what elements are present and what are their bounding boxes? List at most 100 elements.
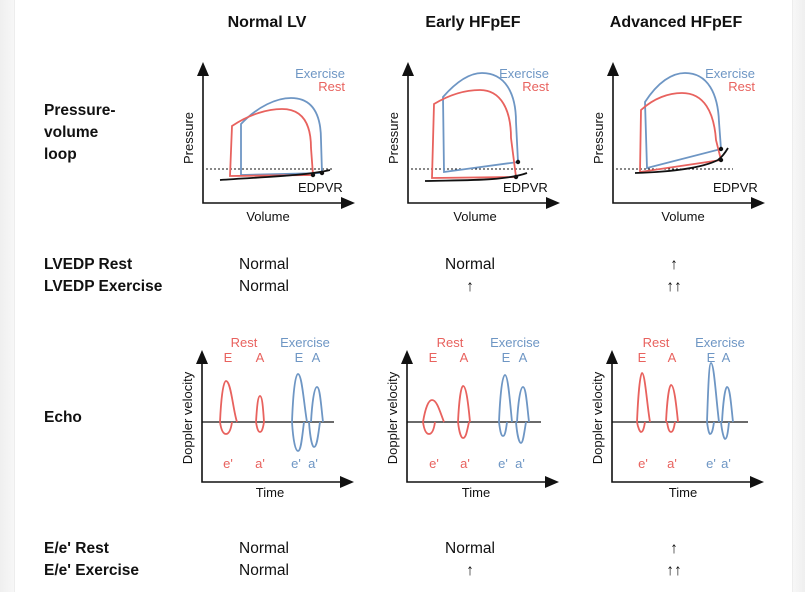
x-axis-arrowhead [546,197,560,209]
x-axis-arrowhead [545,476,559,488]
rest-e-prime-label: e' [223,456,233,471]
y-axis-label: Doppler velocity [180,371,195,464]
rest-a-prime-wave [666,421,676,433]
legend-rest: Rest [318,79,345,94]
rest-label: Rest [437,335,464,350]
edpvr-label: EDPVR [503,180,548,195]
row-label-pressure-volume-loop: Pressure- volume loop [44,102,116,163]
exercise-A-wave [310,386,324,423]
lvedp-exercise-advanced-hfpef: ↑↑ [666,278,682,295]
pv-axes [202,72,345,204]
lvedp-rest-early-hfpef: Normal [445,256,495,273]
exercise-e-prime-label: e' [498,456,508,471]
rest-a-prime-label: a' [667,456,677,471]
edpvr-curve [424,172,528,182]
rest-a-prime-label: a' [255,456,265,471]
column-title-advanced-hfpef: Advanced HFpEF [609,14,743,31]
exercise-A-wave [516,386,530,423]
exercise-a-prime-wave [308,421,321,448]
exercise-E-wave [498,374,513,423]
exercise-a-prime-label: a' [721,456,731,471]
legend-rest: Rest [522,79,549,94]
y-axis-arrowhead [197,62,209,76]
row-label-ee-rest: E/e' Rest [44,540,109,557]
exercise-e-prime-wave [498,421,508,437]
echo-axes [611,360,754,483]
echo-axes [406,360,549,483]
echo-axes [201,360,344,483]
edpvr-curve [634,147,729,174]
rest-e-prime-wave [636,421,646,433]
ee-rest-normal-lv: Normal [239,540,289,557]
rest-e-prime-wave [422,421,436,435]
exercise-end-diastolic-point [319,170,325,176]
ee-exercise-early-hfpef: ↑ [466,562,474,579]
row-label-lvedp-exercise: LVEDP Exercise [44,278,163,295]
exercise-E-label: E [295,350,304,365]
edpvr-label: EDPVR [713,180,758,195]
y-axis-label: Doppler velocity [385,371,400,464]
exercise-end-diastolic-point [718,146,724,152]
exercise-a-prime-label: a' [515,456,525,471]
x-axis-label: Volume [453,209,496,224]
exercise-E-label: E [707,350,716,365]
legend-exercise: Exercise [295,66,345,81]
rest-e-prime-label: e' [638,456,648,471]
lvedp-rest-normal-lv: Normal [239,256,289,273]
ee-exercise-advanced-hfpef: ↑↑ [666,562,682,579]
rest-E-label: E [638,350,647,365]
column-title-normal-lv: Normal LV [227,14,307,31]
rest-A-label: A [668,350,677,365]
pv-loop-normal-lv: Volume Pressure Exercise Rest EDPVR [181,62,355,224]
y-axis-label: Doppler velocity [590,371,605,464]
exercise-a-prime-wave [720,421,730,440]
exercise-label: Exercise [695,335,745,350]
y-axis-arrowhead [196,350,208,364]
y-axis-label: Pressure [591,112,606,164]
y-axis-arrowhead [606,350,618,364]
rest-E-wave [422,399,445,423]
exercise-e-prime-wave [706,421,715,435]
pv-loop-advanced-hfpef: Volume Pressure Exercise Rest EDPVR [591,62,765,224]
y-axis-arrowhead [401,350,413,364]
exercise-E-wave [291,373,308,423]
exercise-E-wave [706,362,720,423]
exercise-e-prime-label: e' [291,456,301,471]
row-label-lvedp-rest: LVEDP Rest [44,256,133,273]
rest-end-diastolic-point [310,172,316,178]
row-label-ee-exercise: E/e' Exercise [44,562,140,579]
rest-loop [229,108,314,177]
y-axis-arrowhead [402,62,414,76]
rest-A-wave [665,384,679,423]
rest-loop [431,89,518,179]
legend-exercise: Exercise [499,66,549,81]
lvedp-exercise-early-hfpef: ↑ [466,278,474,295]
exercise-label: Exercise [490,335,540,350]
rest-A-wave [255,395,265,423]
exercise-loop [442,72,519,174]
rest-e-prime-label: e' [429,456,439,471]
legend-exercise: Exercise [705,66,755,81]
edpvr-label: EDPVR [298,180,343,195]
rest-label: Rest [231,335,258,350]
rest-E-label: E [429,350,438,365]
ee-rest-advanced-hfpef: ↑ [670,540,678,557]
row-label-echo: Echo [44,409,82,426]
left-page-edge [0,0,15,592]
rest-A-label: A [256,350,265,365]
exercise-label: Exercise [280,335,330,350]
echo-advanced-hfpef: Time Doppler velocity Rest Exercise E A … [590,335,764,500]
right-page-edge [792,0,805,592]
exercise-e-prime-label: e' [706,456,716,471]
x-axis-arrowhead [340,476,354,488]
echo-early-hfpef: Time Doppler velocity Rest Exercise E A … [385,335,559,500]
x-axis-label: Volume [246,209,289,224]
exercise-a-prime-wave [515,421,527,444]
x-axis-label: Time [462,485,490,500]
ee-rest-early-hfpef: Normal [445,540,495,557]
rest-a-prime-label: a' [460,456,470,471]
exercise-a-prime-label: a' [308,456,318,471]
rest-E-label: E [224,350,233,365]
pv-axes [407,72,550,204]
rest-end-diastolic-point [513,174,519,180]
